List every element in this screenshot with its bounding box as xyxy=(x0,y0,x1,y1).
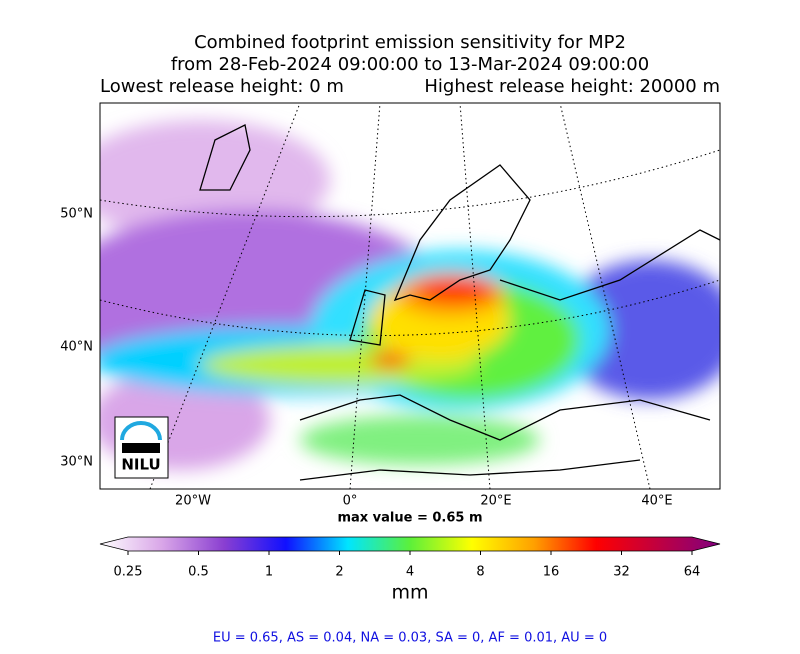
map-field xyxy=(100,103,720,489)
colorbar-tick-label: 1 xyxy=(265,565,273,580)
colorbar-tick-label: 0.5 xyxy=(188,565,209,580)
logo: NILU xyxy=(114,416,169,479)
subtitle: from 28-Feb-2024 09:00:00 to 13-Mar-2024… xyxy=(171,54,649,75)
map-frame xyxy=(99,102,721,490)
lat-label: 40°N xyxy=(60,340,93,355)
colorbar-tick-label: 32 xyxy=(613,565,630,580)
colorbar-tick-label: 16 xyxy=(543,565,560,580)
colorbar-label: mm xyxy=(391,582,428,604)
logo-text: NILU xyxy=(121,456,160,474)
lon-label: 20°E xyxy=(480,494,511,509)
lon-label: 0° xyxy=(343,494,358,509)
highest-height: Highest release height: 20000 m xyxy=(424,76,720,97)
lon-label: 40°E xyxy=(641,494,672,509)
colorbar-tick-label: 2 xyxy=(335,565,343,580)
colorbar-tick-label: 64 xyxy=(684,565,701,580)
footer: EU = 0.65, AS = 0.04, NA = 0.03, SA = 0,… xyxy=(213,631,607,646)
colorbar-tick-label: 0.25 xyxy=(114,565,143,580)
lat-label: 50°N xyxy=(60,207,93,222)
lat-label: 30°N xyxy=(60,455,93,470)
colorbar-tick-label: 4 xyxy=(406,565,414,580)
max-value: max value = 0.65 m xyxy=(337,511,482,526)
lon-label: 20°W xyxy=(175,494,211,509)
colorbar xyxy=(99,536,721,552)
lowest-height: Lowest release height: 0 m xyxy=(100,76,344,97)
colorbar-tick-label: 8 xyxy=(476,565,484,580)
title: Combined footprint emission sensitivity … xyxy=(194,32,626,53)
